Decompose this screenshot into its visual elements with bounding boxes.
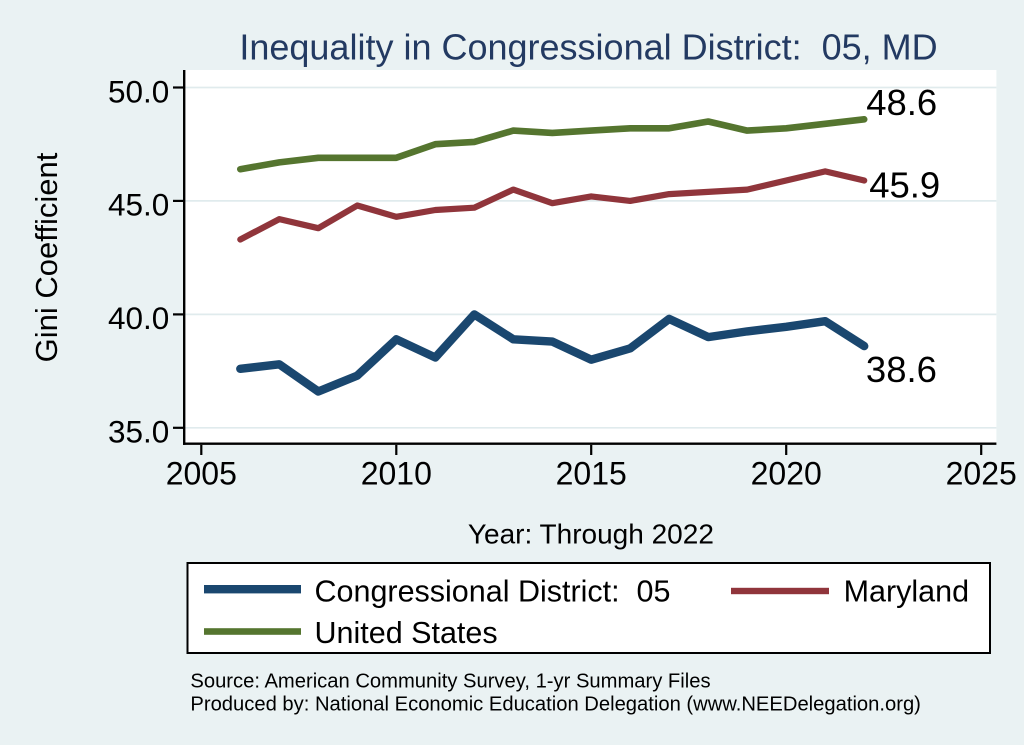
svg-text:45.0: 45.0 [108,187,169,223]
svg-text:48.6: 48.6 [866,82,937,123]
svg-text:Gini Coefficient: Gini Coefficient [29,152,64,362]
svg-text:Produced by: National Economic: Produced by: National Economic Education… [190,694,921,716]
svg-text:2015: 2015 [556,455,627,491]
svg-text:2010: 2010 [361,455,432,491]
svg-text:Congressional District: 05: Congressional District: 05 [315,574,671,608]
svg-text:40.0: 40.0 [108,300,169,336]
svg-text:38.6: 38.6 [866,349,937,390]
svg-text:Source: American Community Sur: Source: American Community Survey, 1-yr … [190,671,710,693]
svg-text:Maryland: Maryland [844,574,969,608]
svg-text:United States: United States [315,616,498,650]
svg-text:2020: 2020 [751,455,822,491]
svg-text:45.9: 45.9 [869,165,940,206]
svg-text:35.0: 35.0 [108,414,169,450]
svg-text:Inequality in Congressional Di: Inequality in Congressional District: 05… [239,27,937,68]
svg-text:Year: Through 2022: Year: Through 2022 [468,519,714,550]
svg-text:2005: 2005 [166,455,237,491]
svg-text:2025: 2025 [946,455,1017,491]
svg-text:50.0: 50.0 [108,73,169,109]
